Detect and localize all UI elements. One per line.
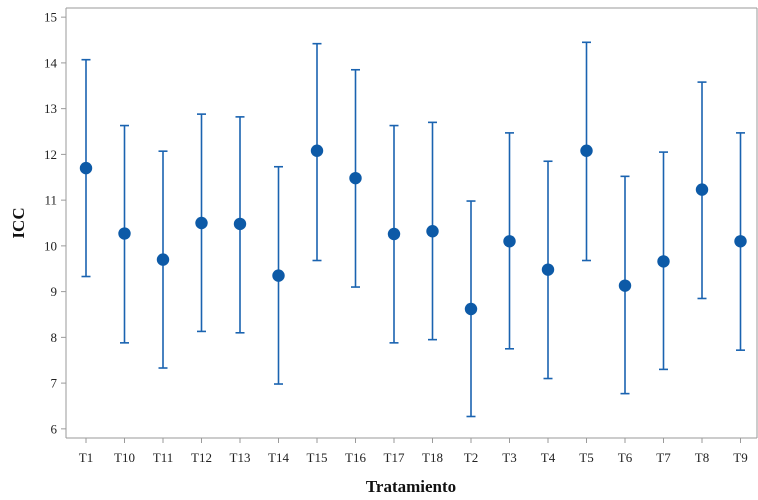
x-tick-label: T1 (79, 450, 93, 465)
y-tick-label: 10 (44, 238, 57, 253)
x-tick-label: T4 (541, 450, 556, 465)
y-tick-label: 7 (51, 376, 58, 391)
x-tick-label: T2 (464, 450, 478, 465)
x-tick-label: T12 (191, 450, 212, 465)
data-point (310, 144, 324, 157)
data-point (272, 269, 285, 282)
x-tick-label: T17 (384, 450, 405, 465)
y-tick-label: 14 (44, 55, 58, 70)
data-point (580, 144, 593, 157)
x-tick-label: T15 (307, 450, 328, 465)
data-point (734, 235, 747, 248)
data-point (349, 171, 362, 185)
data-point (695, 183, 709, 196)
y-axis-ticks: 6 7 8 9 10 11 12 13 14 15 (44, 10, 66, 436)
data-point (387, 227, 401, 241)
x-tick-label: T3 (502, 450, 516, 465)
data-point (79, 161, 93, 175)
x-tick-label: T7 (656, 450, 671, 465)
x-tick-label: T14 (268, 450, 289, 465)
plot-frame (65, 7, 758, 439)
y-tick-label: 6 (51, 421, 58, 436)
x-tick-label: T9 (733, 450, 747, 465)
y-tick-label: 13 (44, 101, 57, 116)
data-point (503, 235, 516, 248)
y-tick-label: 15 (44, 10, 57, 25)
data-point (156, 253, 170, 266)
x-axis-title: Tratamiento (366, 477, 456, 496)
x-tick-label: T11 (153, 450, 173, 465)
y-tick-label: 8 (51, 330, 58, 345)
x-tick-label: T8 (695, 450, 709, 465)
data-point (464, 302, 478, 316)
x-tick-label: T10 (114, 450, 135, 465)
data-point (657, 255, 670, 268)
error-bar-series (79, 41, 747, 418)
data-point (195, 216, 208, 230)
y-axis-title: ICC (9, 207, 28, 238)
x-tick-label: T6 (618, 450, 633, 465)
x-tick-label: T18 (422, 450, 443, 465)
data-point (233, 217, 247, 231)
x-tick-label: T5 (579, 450, 593, 465)
data-point (426, 225, 439, 238)
y-tick-label: 9 (51, 284, 58, 299)
y-tick-label: 11 (44, 193, 57, 208)
data-point (618, 279, 632, 292)
y-tick-label: 12 (44, 147, 57, 162)
data-point (118, 227, 131, 240)
x-tick-label: T13 (230, 450, 251, 465)
x-tick-label: T16 (345, 450, 366, 465)
data-point (541, 263, 555, 276)
x-axis-ticks: T1 T10 T11 T12 T13 T14 T15 T16 T17 T18 T2 T3 T4 T5 T6 T… (79, 438, 748, 465)
